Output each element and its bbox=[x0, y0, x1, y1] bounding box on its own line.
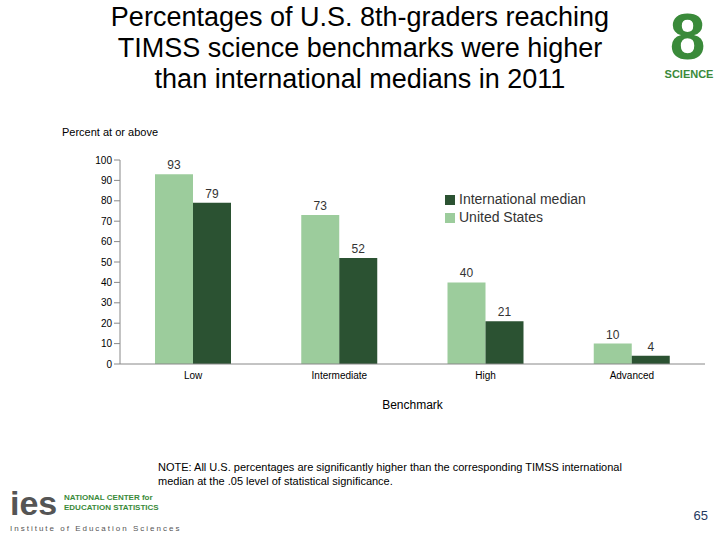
html-text:NOTE: All U.S. percentages are: NOTE: All U.S. percentages are significa… bbox=[158, 461, 622, 488]
svg-text:10: 10 bbox=[101, 338, 113, 349]
svg-text:80: 80 bbox=[101, 195, 113, 206]
html-text:NATIONAL CENTER for EDUCATION: NATIONAL CENTER for EDUCATION STATISTICS bbox=[64, 493, 159, 512]
svg-text:4: 4 bbox=[647, 340, 654, 354]
svg-text:60: 60 bbox=[101, 236, 113, 247]
html-text:8: 8 bbox=[669, 1, 706, 73]
html-text:65: 65 bbox=[693, 508, 708, 523]
svg-text:40: 40 bbox=[460, 266, 474, 280]
svg-text:70: 70 bbox=[101, 216, 113, 227]
svg-text:93: 93 bbox=[167, 158, 181, 172]
svg-text:100: 100 bbox=[95, 155, 112, 166]
html-text:International median: International median bbox=[459, 191, 586, 207]
svg-text:21: 21 bbox=[498, 305, 512, 319]
svg-text:Advanced: Advanced bbox=[610, 370, 654, 381]
svg-text:High: High bbox=[475, 370, 496, 381]
svg-text:Benchmark: Benchmark bbox=[382, 398, 444, 412]
svg-text:52: 52 bbox=[352, 242, 366, 256]
svg-text:20: 20 bbox=[101, 318, 113, 329]
svg-text:90: 90 bbox=[101, 175, 113, 186]
html-text:SCIENCE: SCIENCE bbox=[664, 68, 714, 80]
svg-text:50: 50 bbox=[101, 257, 113, 268]
svg-text:30: 30 bbox=[101, 297, 113, 308]
html-text:Percent at or above: Percent at or above bbox=[62, 126, 158, 138]
html-text:Institute of Education Science: Institute of Education Sciences bbox=[10, 524, 182, 533]
svg-text:40: 40 bbox=[101, 277, 113, 288]
html-text:ies: ies bbox=[10, 484, 58, 522]
html-text:Percentages of U.S. 8th-grader: Percentages of U.S. 8th-graders reaching… bbox=[110, 2, 610, 95]
html-text:United States: United States bbox=[459, 209, 544, 225]
svg-text:73: 73 bbox=[314, 199, 328, 213]
svg-text:0: 0 bbox=[106, 359, 112, 370]
svg-text:79: 79 bbox=[205, 187, 219, 201]
svg-text:Low: Low bbox=[184, 370, 203, 381]
svg-text:Intermediate: Intermediate bbox=[312, 370, 368, 381]
svg-text:10: 10 bbox=[606, 328, 620, 342]
